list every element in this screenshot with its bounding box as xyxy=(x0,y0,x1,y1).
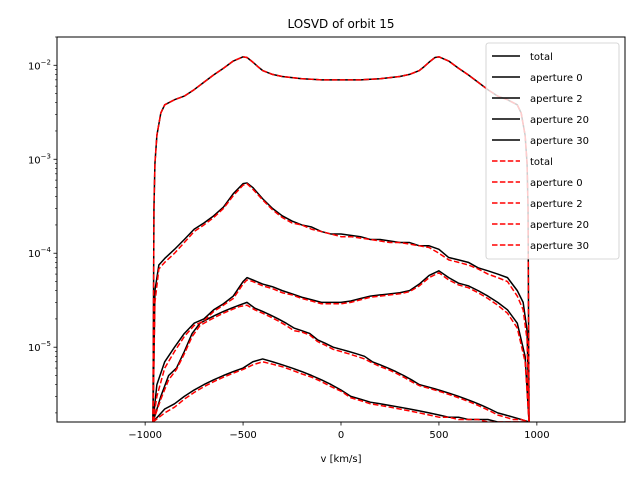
legend-label: aperture 2 xyxy=(530,199,583,210)
series-line-1 xyxy=(152,182,530,422)
series-layer xyxy=(152,56,530,422)
legend-label: total xyxy=(530,157,553,168)
legend-label: aperture 30 xyxy=(530,136,589,147)
y-tick-label: 10−2 xyxy=(28,58,51,72)
legend-box xyxy=(485,42,620,260)
legend-label: aperture 20 xyxy=(530,220,589,231)
chart-title: LOSVD of orbit 15 xyxy=(288,17,395,31)
x-tick-label: −500 xyxy=(229,430,256,441)
legend-label: aperture 30 xyxy=(530,241,589,252)
legend-label: total xyxy=(530,52,553,63)
series-line-4 xyxy=(152,358,530,422)
x-tick-label: 1000 xyxy=(524,430,549,441)
x-tick-label: 0 xyxy=(338,430,344,441)
series-line-8 xyxy=(152,304,530,422)
series-line-7 xyxy=(152,271,530,422)
legend-label: aperture 0 xyxy=(530,73,583,84)
series-line-2 xyxy=(152,270,530,422)
series-line-3 xyxy=(152,301,530,422)
legend-label: aperture 20 xyxy=(530,115,589,126)
series-line-6 xyxy=(152,182,530,422)
series-line-9 xyxy=(152,361,530,422)
series-line-5 xyxy=(152,56,530,422)
x-axis-label: v [km/s] xyxy=(320,454,361,465)
y-tick-label: 10−3 xyxy=(28,152,51,166)
y-axis: 10−5 10−4 10−3 10−2 xyxy=(28,36,57,414)
y-tick-label: 10−4 xyxy=(28,246,52,260)
legend-label: aperture 2 xyxy=(530,94,583,105)
x-axis: −1000 −500 0 500 1000 xyxy=(128,422,550,441)
y-tick-label: 10−5 xyxy=(28,340,51,354)
legend: total aperture 0 aperture 2 aperture 20 aper… xyxy=(485,42,620,260)
legend-label: aperture 0 xyxy=(530,178,583,189)
x-tick-label: 500 xyxy=(429,430,448,441)
x-tick-label: −1000 xyxy=(128,430,162,441)
